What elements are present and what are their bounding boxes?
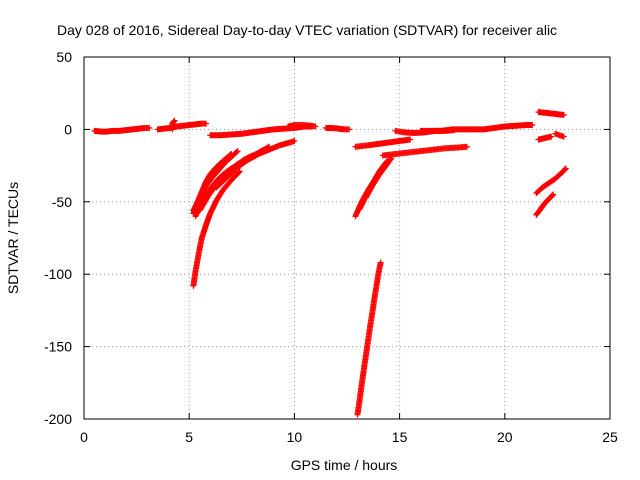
data-point-markers bbox=[169, 117, 178, 133]
x-tick-label: 10 bbox=[287, 429, 303, 445]
y-axis-label: SDTVAR / TECUs bbox=[5, 182, 21, 294]
y-tick-label: -50 bbox=[52, 194, 72, 210]
data-point-markers bbox=[533, 191, 557, 218]
y-tick-label: 50 bbox=[56, 49, 72, 65]
data-point-markers bbox=[285, 122, 319, 130]
data-series bbox=[322, 124, 353, 133]
chart-title: Day 028 of 2016, Sidereal Day-to-day VTE… bbox=[57, 22, 557, 38]
data-series bbox=[533, 191, 557, 218]
data-point-markers bbox=[552, 130, 567, 140]
data-point-markers bbox=[379, 143, 470, 159]
data-series bbox=[533, 165, 569, 197]
data-point-markers bbox=[190, 148, 241, 214]
data-point-markers bbox=[354, 259, 384, 418]
data-point-markers bbox=[362, 155, 395, 201]
data-point-markers bbox=[535, 133, 555, 143]
data-point-markers bbox=[213, 137, 298, 191]
x-axis-label: GPS time / hours bbox=[291, 457, 398, 473]
data-series bbox=[362, 155, 395, 201]
data-series bbox=[535, 109, 567, 118]
x-tick-label: 0 bbox=[80, 429, 88, 445]
x-tick-label: 5 bbox=[185, 429, 193, 445]
data-point-markers bbox=[190, 168, 243, 289]
data-series bbox=[169, 117, 178, 133]
data-series bbox=[352, 136, 414, 150]
data-point-markers bbox=[91, 124, 153, 135]
x-tick-label: 20 bbox=[497, 429, 513, 445]
x-tick-label: 25 bbox=[602, 429, 618, 445]
data-series bbox=[535, 133, 555, 143]
data-points bbox=[91, 109, 569, 418]
tick-marks bbox=[83, 56, 611, 420]
data-series bbox=[285, 122, 319, 130]
data-series bbox=[417, 122, 536, 134]
data-series bbox=[190, 148, 241, 214]
data-series bbox=[213, 137, 298, 191]
data-series bbox=[190, 168, 243, 289]
x-tick-label: 15 bbox=[392, 429, 408, 445]
data-point-markers bbox=[322, 124, 353, 133]
data-point-markers bbox=[533, 165, 569, 197]
data-point-markers bbox=[417, 122, 536, 134]
data-series bbox=[154, 120, 210, 133]
plot-frame bbox=[83, 56, 611, 420]
data-series bbox=[354, 259, 384, 418]
grid bbox=[84, 57, 610, 419]
y-tick-label: -200 bbox=[44, 411, 72, 427]
y-tick-label: 0 bbox=[64, 121, 72, 137]
data-point-markers bbox=[352, 136, 414, 150]
tick-labels: 0 5 10 15 20 25 -200 -150 -100 -50 0 50 bbox=[44, 49, 618, 445]
y-tick-label: -100 bbox=[44, 266, 72, 282]
data-series bbox=[552, 130, 567, 140]
data-point-markers bbox=[535, 109, 567, 118]
data-series bbox=[379, 143, 470, 159]
y-tick-label: -150 bbox=[44, 339, 72, 355]
data-point-markers bbox=[154, 120, 210, 133]
data-series bbox=[91, 124, 153, 135]
